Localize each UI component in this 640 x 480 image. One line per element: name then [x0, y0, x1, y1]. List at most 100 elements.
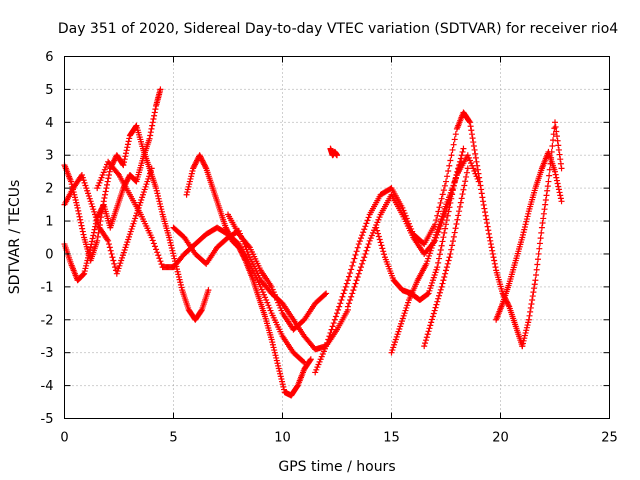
- data-point: [456, 164, 463, 171]
- data-point: [470, 143, 477, 150]
- x-tick-label: 5: [169, 431, 177, 446]
- series-2: [61, 86, 164, 284]
- data-point: [145, 175, 152, 182]
- data-point: [548, 148, 555, 155]
- data-point: [99, 171, 106, 178]
- data-point: [222, 224, 229, 231]
- data-point: [445, 168, 452, 175]
- data-point: [131, 218, 138, 225]
- data-point: [79, 174, 86, 181]
- data-point: [447, 199, 454, 206]
- data-point: [353, 248, 360, 255]
- data-point: [422, 337, 429, 344]
- data-point: [443, 178, 449, 185]
- data-point: [197, 154, 204, 161]
- data-point: [97, 208, 104, 215]
- data-point: [426, 287, 433, 294]
- data-point: [471, 146, 478, 153]
- data-point: [199, 157, 206, 164]
- data-point: [167, 239, 174, 246]
- data-point: [534, 261, 541, 268]
- data-point: [458, 152, 465, 159]
- data-point: [124, 144, 131, 151]
- data-point: [318, 353, 325, 360]
- data-point: [505, 302, 512, 309]
- data-point: [187, 175, 194, 182]
- data-point: [553, 174, 560, 181]
- data-point: [94, 219, 101, 226]
- data-point: [122, 150, 129, 157]
- data-point: [124, 175, 131, 182]
- data-point: [89, 235, 96, 242]
- data-point: [429, 277, 436, 284]
- data-point: [103, 185, 110, 192]
- data-point: [542, 196, 549, 203]
- data-point: [317, 356, 324, 363]
- data-point: [105, 237, 112, 244]
- data-point: [124, 177, 131, 184]
- data-point: [146, 173, 153, 180]
- data-point: [275, 362, 282, 369]
- data-point: [543, 192, 550, 199]
- data-point: [344, 303, 351, 310]
- series-15: [327, 145, 340, 159]
- data-point: [111, 260, 118, 267]
- data-point: [458, 195, 465, 202]
- data-point: [158, 208, 165, 215]
- data-point: [259, 289, 266, 296]
- data-point: [485, 230, 492, 237]
- data-point: [264, 299, 271, 306]
- data-point: [300, 358, 307, 365]
- data-point: [449, 185, 456, 192]
- data-point: [196, 152, 203, 159]
- data-point: [119, 252, 126, 259]
- data-point: [115, 265, 122, 272]
- data-point: [307, 356, 314, 363]
- data-point: [342, 283, 349, 290]
- data-point: [168, 242, 175, 249]
- data-point: [464, 152, 471, 159]
- data-point: [86, 249, 93, 256]
- data-point: [147, 132, 154, 139]
- data-point: [425, 290, 432, 297]
- data-point: [263, 297, 270, 304]
- data-point: [468, 131, 475, 138]
- data-point: [322, 345, 329, 352]
- data-point: [444, 260, 451, 267]
- data-point: [432, 269, 439, 276]
- data-point: [432, 234, 439, 241]
- data-point: [521, 226, 528, 233]
- data-point: [480, 201, 487, 208]
- y-tick-label: 4: [45, 116, 53, 131]
- data-point: [129, 223, 136, 230]
- data-point: [85, 254, 92, 261]
- data-point: [450, 233, 457, 240]
- data-point: [94, 237, 101, 244]
- data-point: [109, 254, 116, 261]
- data-point: [104, 178, 111, 185]
- data-point: [492, 264, 499, 271]
- data-point: [319, 350, 326, 357]
- data-point: [105, 171, 112, 178]
- data-point: [443, 217, 450, 224]
- data-point: [528, 300, 535, 307]
- y-axis-label: SDTVAR / TECUs: [7, 180, 23, 295]
- data-point: [239, 252, 246, 259]
- data-point: [153, 246, 160, 253]
- data-point: [474, 162, 481, 169]
- data-point: [441, 182, 448, 189]
- data-point: [112, 264, 119, 271]
- data-point: [276, 302, 283, 309]
- data-point: [428, 245, 435, 252]
- data-point: [430, 310, 437, 317]
- data-point: [157, 203, 164, 210]
- data-point: [157, 258, 164, 265]
- data-point: [550, 137, 557, 144]
- data-point: [434, 212, 441, 219]
- data-point: [555, 146, 562, 153]
- x-tick-label: 20: [492, 431, 509, 446]
- data-point: [235, 244, 242, 251]
- data-point: [557, 156, 564, 163]
- data-point: [544, 183, 551, 190]
- data-point: [446, 254, 453, 261]
